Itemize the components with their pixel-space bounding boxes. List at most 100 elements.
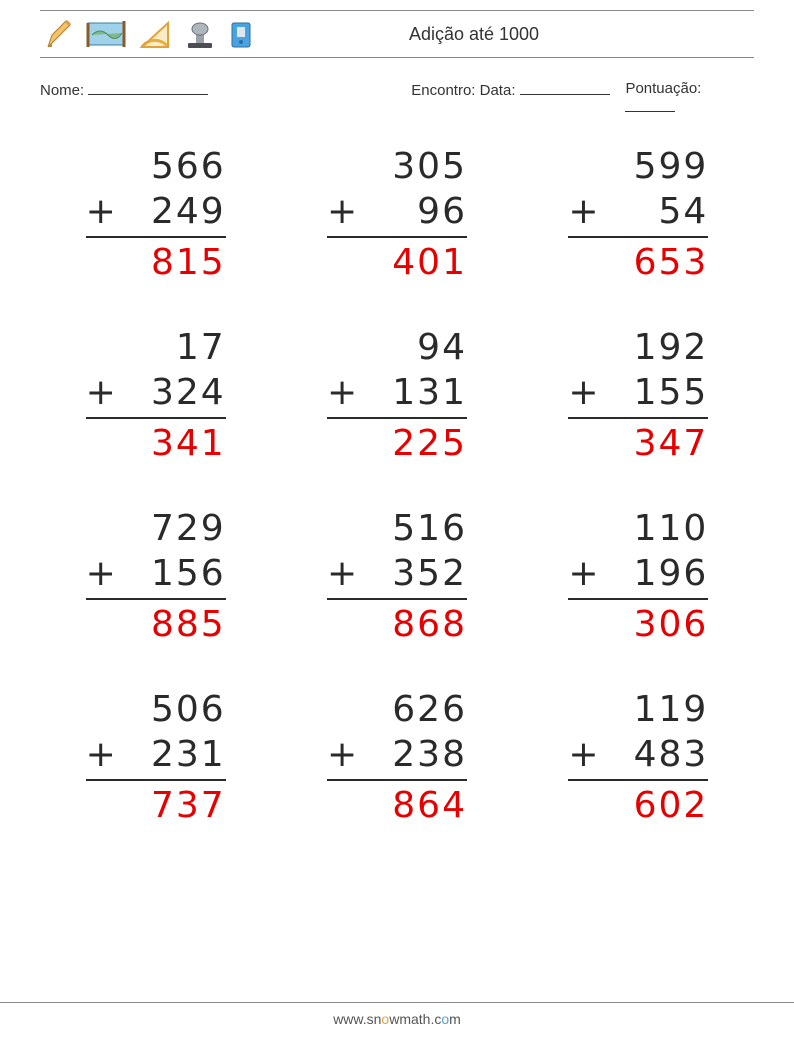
problem-bottom: +156 — [86, 551, 226, 596]
operand-b: 249 — [116, 189, 226, 234]
answer-value: 737 — [116, 783, 226, 828]
problem-rule — [86, 236, 226, 238]
problem-bottom: +231 — [86, 732, 226, 777]
problem-top: 516 — [327, 506, 467, 551]
problem-answer: 306 — [568, 602, 708, 647]
answer-value: 347 — [598, 421, 708, 466]
operand-a: 626 — [357, 687, 467, 732]
problem-rule — [86, 779, 226, 781]
name-field: Nome: — [40, 80, 411, 116]
problem-top: 17 — [86, 325, 226, 370]
operand-b: 131 — [357, 370, 467, 415]
operand-b: 54 — [598, 189, 708, 234]
answer-value: 341 — [116, 421, 226, 466]
operator: + — [327, 370, 357, 415]
answer-value: 815 — [116, 240, 226, 285]
problem-rule — [86, 598, 226, 600]
problem-top: 119 — [568, 687, 708, 732]
problem-8: 516+352 868 — [327, 506, 467, 647]
problem-top: 305 — [327, 144, 467, 189]
header-icon-strip — [40, 17, 254, 51]
operand-b: 483 — [598, 732, 708, 777]
problem-rule — [568, 417, 708, 419]
operand-b: 156 — [116, 551, 226, 596]
operand-a: 94 — [357, 325, 467, 370]
operand-a: 516 — [357, 506, 467, 551]
date-blank[interactable] — [520, 80, 610, 95]
operand-b: 238 — [357, 732, 467, 777]
operand-b: 196 — [598, 551, 708, 596]
answer-value: 885 — [116, 602, 226, 647]
problem-11: 626+238 864 — [327, 687, 467, 828]
problem-bottom: +155 — [568, 370, 708, 415]
operand-a: 17 — [116, 325, 226, 370]
pencil-icon — [44, 17, 74, 51]
stamp-icon — [184, 17, 216, 51]
problem-top: 94 — [327, 325, 467, 370]
footer: www.snowmath.com — [0, 1002, 794, 1027]
problem-rule — [327, 417, 467, 419]
problem-bottom: +131 — [327, 370, 467, 415]
problem-bottom: +238 — [327, 732, 467, 777]
answer-value: 653 — [598, 240, 708, 285]
protractor-icon — [138, 17, 172, 51]
problem-top: 626 — [327, 687, 467, 732]
operator: + — [327, 732, 357, 777]
operator: + — [86, 189, 116, 234]
score-label: Pontuação: — [625, 80, 701, 97]
operand-a: 729 — [116, 506, 226, 551]
operand-b: 96 — [357, 189, 467, 234]
operator: + — [86, 370, 116, 415]
problem-rule — [568, 779, 708, 781]
problem-bottom: +483 — [568, 732, 708, 777]
answer-value: 868 — [357, 602, 467, 647]
operator: + — [568, 189, 598, 234]
footer-url: www.snowmath.com — [333, 1011, 461, 1027]
problem-answer: 225 — [327, 421, 467, 466]
problem-answer: 347 — [568, 421, 708, 466]
meta-row: Nome: Encontro: Data: Pontuação: — [40, 80, 754, 116]
operand-a: 599 — [598, 144, 708, 189]
operator: + — [327, 551, 357, 596]
operand-a: 566 — [116, 144, 226, 189]
problem-10: 506+231 737 — [86, 687, 226, 828]
problem-7: 729+156 885 — [86, 506, 226, 647]
sharpener-icon — [228, 17, 254, 51]
problem-bottom: +196 — [568, 551, 708, 596]
problem-top: 506 — [86, 687, 226, 732]
problem-answer: 401 — [327, 240, 467, 285]
problem-bottom: +249 — [86, 189, 226, 234]
operand-b: 155 — [598, 370, 708, 415]
problem-1: 566+249 815 — [86, 144, 226, 285]
problem-rule — [568, 598, 708, 600]
answer-value: 864 — [357, 783, 467, 828]
problem-answer: 815 — [86, 240, 226, 285]
problem-rule — [327, 236, 467, 238]
problem-4: 17+324 341 — [86, 325, 226, 466]
operand-a: 506 — [116, 687, 226, 732]
problem-answer: 602 — [568, 783, 708, 828]
problem-bottom: +352 — [327, 551, 467, 596]
name-label: Nome: — [40, 82, 84, 99]
operand-b: 231 — [116, 732, 226, 777]
problem-answer: 885 — [86, 602, 226, 647]
worksheet-header: Adição até 1000 — [40, 10, 754, 58]
operand-a: 305 — [357, 144, 467, 189]
score-blank[interactable] — [625, 97, 675, 112]
problem-answer: 341 — [86, 421, 226, 466]
problem-5: 94+131 225 — [327, 325, 467, 466]
map-icon — [86, 17, 126, 51]
answer-value: 602 — [598, 783, 708, 828]
name-blank[interactable] — [88, 80, 208, 95]
date-label: Encontro: Data: — [411, 82, 515, 99]
operator: + — [568, 370, 598, 415]
problem-top: 192 — [568, 325, 708, 370]
operand-a: 110 — [598, 506, 708, 551]
operator: + — [86, 551, 116, 596]
problem-rule — [327, 598, 467, 600]
problem-6: 192+155 347 — [568, 325, 708, 466]
operand-a: 119 — [598, 687, 708, 732]
operator: + — [327, 189, 357, 234]
problem-bottom: +96 — [327, 189, 467, 234]
problem-bottom: +324 — [86, 370, 226, 415]
